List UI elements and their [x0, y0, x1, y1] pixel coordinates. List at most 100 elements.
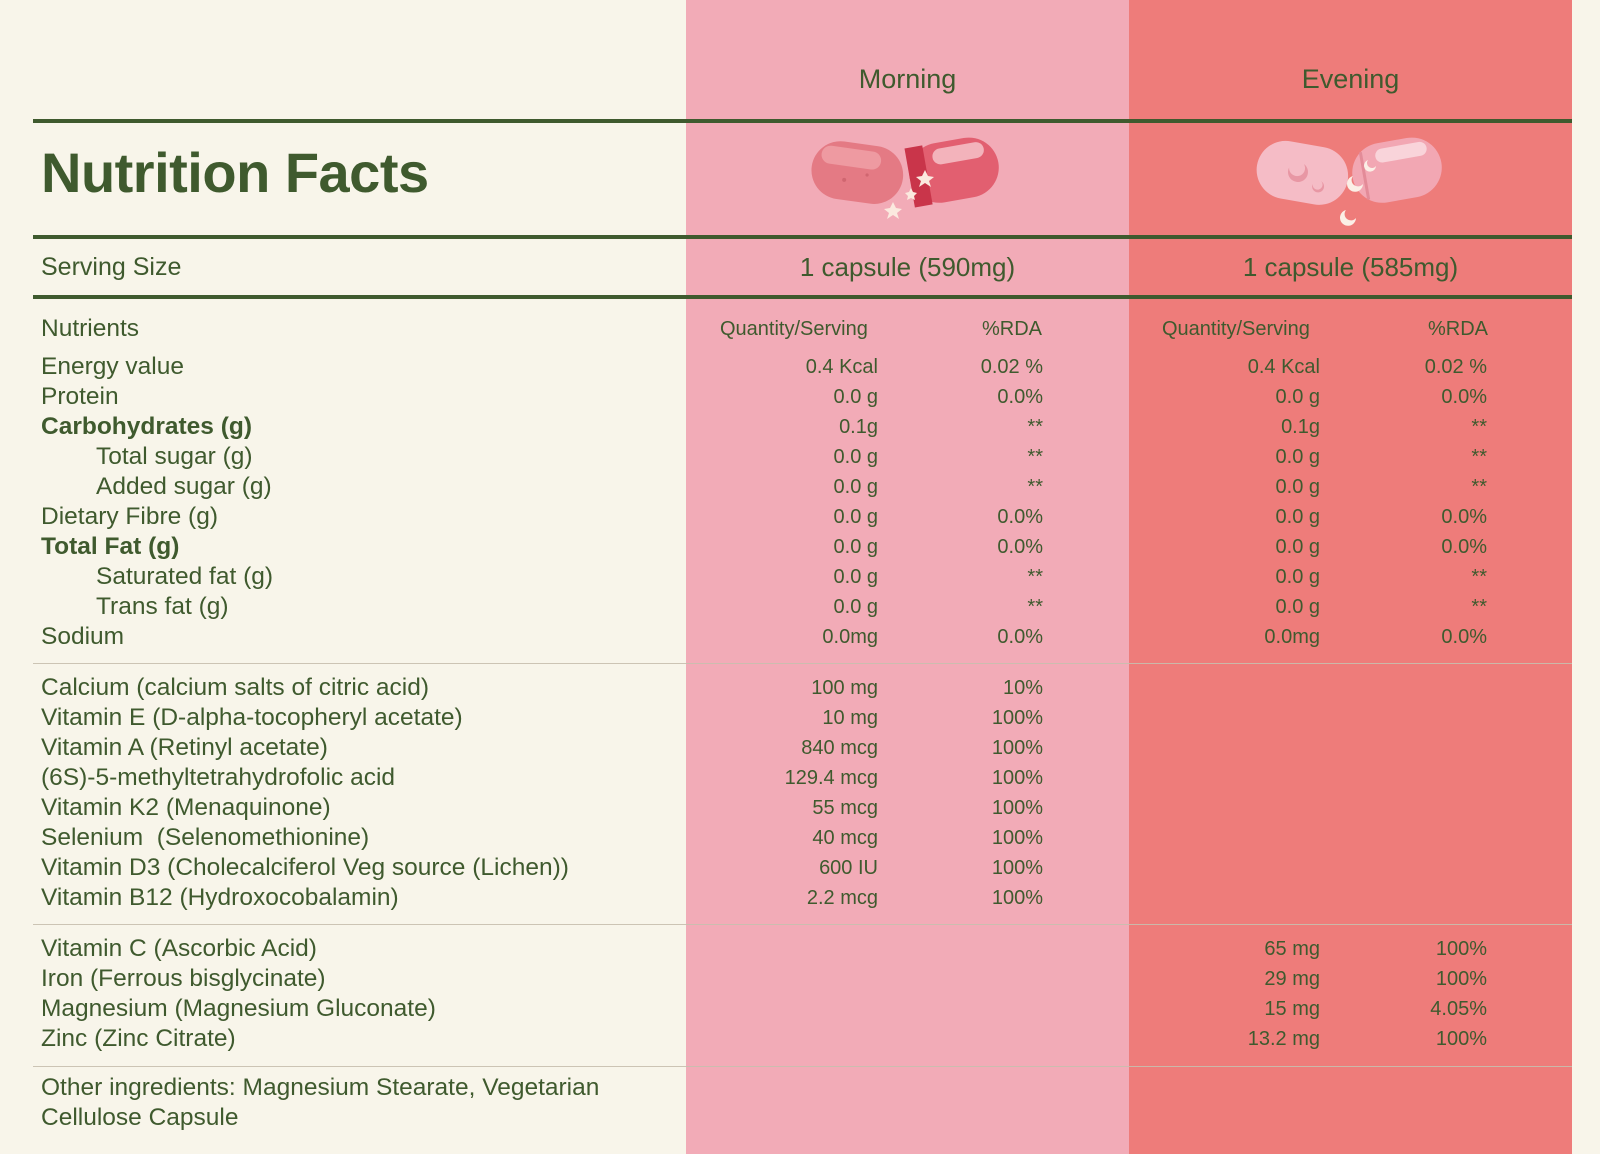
morning-quantity: 0.1g	[839, 416, 878, 438]
morning-column-background	[686, 0, 1129, 1154]
morning-rda: 100%	[991, 857, 1043, 879]
morning-rda: **	[1027, 566, 1043, 588]
evening-column-background	[1129, 0, 1572, 1154]
other-ingredients-line-1: Other ingredients: Magnesium Stearate, V…	[41, 1074, 600, 1101]
morning-quantity: 100 mg	[811, 677, 878, 699]
evening-rda: **	[1471, 446, 1487, 468]
evening-rda: **	[1471, 476, 1487, 498]
table-row: Selenium (Selenomethionine) 40 mcg 100%	[0, 823, 1600, 853]
nutrient-name: Selenium (Selenomethionine)	[41, 824, 370, 851]
nutrient-name: Saturated fat (g)	[96, 563, 274, 590]
morning-quantity: 0.0 g	[833, 506, 878, 528]
morning-rda: 0.0%	[997, 386, 1043, 408]
other-ingredients-line-2: Cellulose Capsule	[41, 1104, 239, 1131]
morning-rda: 100%	[991, 827, 1043, 849]
morning-quantity: 2.2 mcg	[806, 887, 878, 909]
morning-rda: 10%	[1002, 677, 1043, 699]
nutrient-name: Total sugar (g)	[96, 443, 253, 470]
evening-quantity: 0.1g	[1281, 416, 1320, 438]
serving-size-morning: 1 capsule (590mg)	[799, 252, 1016, 282]
evening-rda: 0.0%	[1441, 536, 1487, 558]
table-row: (6S)-5-methyltetrahydrofolic acid 129.4 …	[0, 763, 1600, 793]
nutrient-name: Protein	[41, 383, 119, 410]
evening-rda: 100%	[1435, 968, 1487, 990]
evening-quantity: 0.0 g	[1275, 506, 1320, 528]
serving-top-rule	[33, 235, 1572, 239]
evening-quantity: 0.0mg	[1264, 626, 1320, 648]
evening-quantity-header: Quantity/Serving	[1162, 318, 1310, 340]
morning-quantity: 10 mg	[822, 707, 878, 729]
morning-rda: 100%	[991, 707, 1043, 729]
nutrient-name: Iron (Ferrous bisglycinate)	[41, 965, 326, 992]
morning-quantity: 55 mcg	[812, 797, 878, 819]
evening-quantity: 15 mg	[1264, 998, 1320, 1020]
table-row: Vitamin C (Ascorbic Acid) 65 mg 100%	[0, 934, 1600, 964]
nutrient-name: Sodium	[41, 623, 125, 650]
morning-quantity: 0.0 g	[833, 386, 878, 408]
evening-quantity: 0.0 g	[1275, 386, 1320, 408]
table-row: Iron (Ferrous bisglycinate) 29 mg 100%	[0, 964, 1600, 994]
nutrient-name: Vitamin B12 (Hydroxocobalamin)	[41, 884, 399, 911]
morning-quantity-header: Quantity/Serving	[720, 318, 868, 340]
morning-rda: **	[1027, 446, 1043, 468]
nutrient-name: Trans fat (g)	[96, 593, 229, 620]
nutrients-label: Nutrients	[41, 315, 140, 342]
morning-rda: 100%	[991, 797, 1043, 819]
table-row: Vitamin A (Retinyl acetate) 840 mcg 100%	[0, 733, 1600, 763]
evening-quantity: 65 mg	[1264, 938, 1320, 960]
evening-rda: 0.0%	[1441, 386, 1487, 408]
section-divider	[33, 924, 1572, 925]
morning-quantity: 0.0mg	[822, 626, 878, 648]
table-row: Vitamin B12 (Hydroxocobalamin) 2.2 mcg 1…	[0, 883, 1600, 913]
evening-quantity: 0.0 g	[1275, 446, 1320, 468]
evening-rda: 100%	[1435, 1028, 1487, 1050]
morning-quantity: 0.0 g	[833, 596, 878, 618]
table-row: Dietary Fibre (g) 0.0 g 0.0% 0.0 g 0.0%	[0, 502, 1600, 532]
nutrient-name: Dietary Fibre (g)	[41, 503, 218, 530]
morning-column-header: Morning	[858, 64, 957, 94]
morning-rda: 0.0%	[997, 536, 1043, 558]
table-row: Vitamin D3 (Cholecalciferol Veg source (…	[0, 853, 1600, 883]
evening-quantity: 13.2 mg	[1247, 1028, 1320, 1050]
morning-quantity: 0.4 Kcal	[805, 356, 878, 378]
nutrients-top-rule	[33, 295, 1572, 299]
serving-size-label: Serving Size	[41, 253, 182, 281]
morning-quantity: 600 IU	[819, 857, 878, 879]
evening-quantity: 0.0 g	[1275, 596, 1320, 618]
nutrient-name: Zinc (Zinc Citrate)	[41, 1025, 236, 1052]
nutrient-name: Calcium (calcium salts of citric acid)	[41, 674, 429, 701]
morning-rda: 100%	[991, 887, 1043, 909]
morning-quantity: 0.0 g	[833, 446, 878, 468]
table-row: Zinc (Zinc Citrate) 13.2 mg 100%	[0, 1024, 1600, 1054]
nutrient-name: Vitamin A (Retinyl acetate)	[41, 734, 328, 761]
nutrient-name: (6S)-5-methyltetrahydrofolic acid	[41, 764, 396, 791]
morning-rda-header: %RDA	[982, 318, 1043, 340]
nutrient-name: Added sugar (g)	[96, 473, 272, 500]
morning-quantity: 40 mcg	[812, 827, 878, 849]
table-row: Trans fat (g) 0.0 g ** 0.0 g **	[0, 592, 1600, 622]
table-row: Total sugar (g) 0.0 g ** 0.0 g **	[0, 442, 1600, 472]
morning-rda: 100%	[991, 737, 1043, 759]
capsule-sparkle-icon	[811, 137, 999, 219]
evening-quantity: 0.4 Kcal	[1247, 356, 1320, 378]
morning-rda: **	[1027, 476, 1043, 498]
title-top-rule	[33, 119, 1572, 123]
evening-quantity: 0.0 g	[1275, 566, 1320, 588]
nutrient-name: Total Fat (g)	[41, 533, 180, 560]
morning-rda: 100%	[991, 767, 1043, 789]
evening-quantity: 29 mg	[1264, 968, 1320, 990]
nutrient-name: Carbohydrates (g)	[41, 413, 253, 440]
nutrient-name: Magnesium (Magnesium Gluconate)	[41, 995, 436, 1022]
morning-rda: **	[1027, 596, 1043, 618]
nutrient-name: Vitamin E (D-alpha-tocopheryl acetate)	[41, 704, 463, 731]
nutrient-name: Energy value	[41, 353, 185, 380]
evening-rda: 100%	[1435, 938, 1487, 960]
evening-rda: **	[1471, 416, 1487, 438]
evening-column-header: Evening	[1301, 64, 1400, 94]
table-row: Vitamin K2 (Menaquinone) 55 mcg 100%	[0, 793, 1600, 823]
table-row: Total Fat (g) 0.0 g 0.0% 0.0 g 0.0%	[0, 532, 1600, 562]
evening-quantity: 0.0 g	[1275, 476, 1320, 498]
nutrient-name: Vitamin D3 (Cholecalciferol Veg source (…	[41, 854, 569, 881]
nutrient-name: Vitamin K2 (Menaquinone)	[41, 794, 331, 821]
morning-rda: 0.02 %	[980, 356, 1043, 378]
